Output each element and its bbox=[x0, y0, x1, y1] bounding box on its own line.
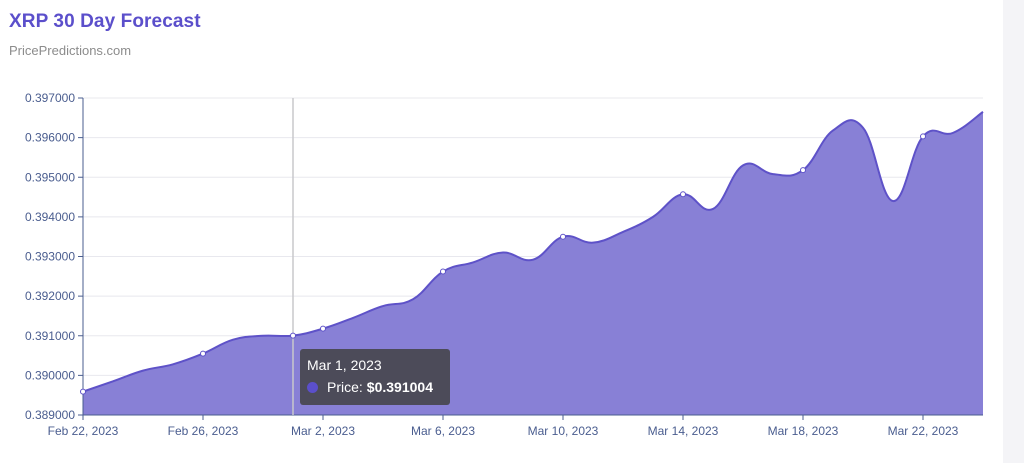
tooltip-row: Price: $0.391004 bbox=[307, 379, 443, 395]
data-point bbox=[440, 268, 446, 275]
price-area bbox=[83, 111, 983, 416]
page-scroll-area bbox=[1003, 0, 1024, 463]
x-tick-label: Feb 26, 2023 bbox=[168, 424, 239, 438]
price-chart[interactable]: 0.397000 0.396000 0.395000 0.394000 0.393000… bbox=[0, 0, 1003, 463]
tooltip-date: Mar 1, 2023 bbox=[307, 357, 382, 373]
x-tick-label: Mar 2, 2023 bbox=[291, 424, 355, 438]
y-tick-label: 0.390000 bbox=[25, 368, 75, 382]
data-point bbox=[200, 350, 206, 357]
x-axis-labels: Feb 22, 2023 Feb 26, 2023 Mar 2, 2023 Mar 6… bbox=[48, 424, 959, 438]
data-point bbox=[680, 191, 686, 198]
x-tick-label: Feb 22, 2023 bbox=[48, 424, 119, 438]
x-tick-label: Mar 6, 2023 bbox=[411, 424, 475, 438]
data-point bbox=[80, 388, 86, 395]
chart-source: PricePredictions.com bbox=[9, 43, 132, 58]
y-tick-label: 0.395000 bbox=[25, 170, 75, 184]
area-layer bbox=[82, 111, 984, 416]
data-point bbox=[800, 167, 806, 174]
y-axis-labels: 0.397000 0.396000 0.395000 0.394000 0.393000… bbox=[25, 91, 75, 422]
y-tick-label: 0.397000 bbox=[25, 91, 75, 105]
chart-card: XRP 30 Day Forecast PricePredictions.com… bbox=[0, 0, 1003, 463]
x-tick-label: Mar 18, 2023 bbox=[768, 424, 839, 438]
axes bbox=[78, 97, 983, 420]
price-line bbox=[82, 111, 984, 393]
tooltip-label: Price: bbox=[327, 379, 363, 395]
data-points bbox=[80, 133, 926, 395]
x-tick-label: Mar 14, 2023 bbox=[648, 424, 719, 438]
data-point bbox=[290, 332, 296, 339]
chart-title: XRP 30 Day Forecast bbox=[9, 11, 201, 32]
tooltip-value: $0.391004 bbox=[366, 379, 433, 395]
y-tick-label: 0.393000 bbox=[25, 250, 75, 264]
series-dot-icon bbox=[307, 381, 318, 393]
y-tick-label: 0.391000 bbox=[25, 329, 75, 343]
x-tick-label: Mar 22, 2023 bbox=[888, 424, 959, 438]
y-tick-label: 0.396000 bbox=[25, 131, 75, 145]
x-tick-label: Mar 10, 2023 bbox=[528, 424, 599, 438]
y-tick-label: 0.389000 bbox=[25, 408, 75, 422]
price-tooltip: Mar 1, 2023 Price: $0.391004 bbox=[300, 349, 450, 405]
y-tick-label: 0.394000 bbox=[25, 210, 75, 224]
data-point bbox=[560, 233, 566, 240]
y-tick-label: 0.392000 bbox=[25, 289, 75, 303]
data-point bbox=[320, 325, 326, 332]
data-point bbox=[920, 133, 926, 140]
